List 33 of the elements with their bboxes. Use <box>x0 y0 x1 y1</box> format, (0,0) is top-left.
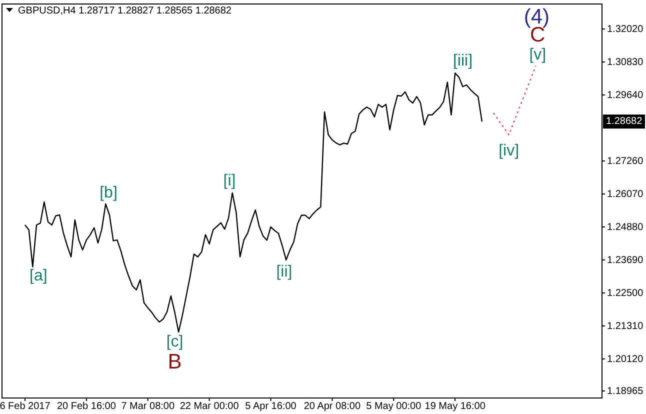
x-tick-label: 22 Mar 00:00 <box>180 401 240 412</box>
x-tick-label: 20 Apr 08:00 <box>304 401 361 412</box>
annotation: [i] <box>223 172 236 190</box>
annotation: [ii] <box>276 264 292 280</box>
annotation: (4) <box>524 6 550 28</box>
x-tick-label: 5 May 00:00 <box>366 401 422 412</box>
y-tick-label: 1.29640 <box>607 90 644 102</box>
annotation: [c] <box>166 334 184 350</box>
y-tick-label: 1.30830 <box>607 57 644 68</box>
x-tick-label: 6 Feb 2017 <box>0 401 51 412</box>
annotation: [v] <box>529 46 546 64</box>
line-series <box>492 65 536 136</box>
text: 1.28682 <box>606 116 643 128</box>
y-tick-label: 1.24880 <box>607 222 644 234</box>
y-tick-label: 1.26070 <box>607 189 644 200</box>
annotation: [iii] <box>452 52 473 70</box>
x-tick-label: 19 May 16:00 <box>424 401 486 412</box>
line-series <box>24 72 483 333</box>
chart-title: GBPUSD,H4 1.28717 1.28827 1.28565 1.28682 <box>18 6 232 16</box>
x-tick-label: 5 Apr 16:00 <box>245 401 297 412</box>
x-tick-label: 20 Feb 16:00 <box>56 401 116 412</box>
annotation: [b] <box>100 184 118 202</box>
x-tick-label: 7 Mar 08:00 <box>121 401 175 412</box>
y-tick-label: 1.23690 <box>607 255 644 266</box>
y-tick-label: 1.21310 <box>607 321 644 332</box>
annotation: B <box>168 350 182 374</box>
y-tick-label: 1.20120 <box>607 354 644 366</box>
y-tick-label: 1.22500 <box>607 288 644 300</box>
y-tick-label: 1.18965 <box>607 386 644 398</box>
y-tick-label: 1.32020 <box>607 24 644 36</box>
annotation: [a] <box>30 268 48 284</box>
annotation: [iv] <box>498 142 520 160</box>
y-tick-label: 1.27260 <box>607 156 644 168</box>
